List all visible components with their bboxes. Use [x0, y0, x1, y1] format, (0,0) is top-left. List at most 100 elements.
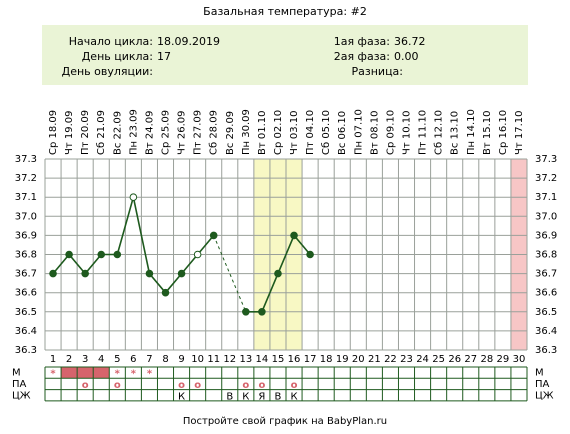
- temperature-point: [306, 250, 314, 259]
- row-cell: В: [226, 391, 233, 402]
- row-cell: *: [147, 369, 153, 380]
- temperature-point: [161, 288, 170, 297]
- temperature-point: [209, 231, 218, 240]
- row-cell: о: [194, 380, 201, 391]
- y-tick-label: 36.3: [535, 345, 557, 356]
- row-cell: К: [178, 391, 185, 402]
- x-tick-label: Ср 25.09: [161, 110, 172, 155]
- row-cell: *: [115, 369, 121, 380]
- temperature-point: [258, 308, 266, 316]
- row-cell: В: [275, 391, 282, 402]
- x-tick-label: Чт 10.10: [402, 111, 413, 156]
- day-number: 28: [480, 354, 493, 365]
- day-number: 25: [432, 354, 445, 365]
- day-number: 3: [82, 354, 88, 365]
- temperature-point: [65, 250, 73, 259]
- x-tick-label: Пн 07.10: [353, 109, 364, 155]
- row-cell: о: [114, 380, 121, 391]
- temperature-point: [113, 250, 122, 259]
- x-tick-label: Вс 29.09: [225, 111, 236, 155]
- day-number: 15: [272, 354, 285, 365]
- day-number: 29: [497, 354, 510, 365]
- temperature-point: [145, 269, 154, 278]
- day-number: 20: [352, 354, 365, 365]
- x-tick-label: Вс 06.10: [337, 111, 348, 155]
- row-cell: *: [131, 369, 137, 380]
- row-cell: *: [50, 369, 56, 380]
- day-number: 7: [146, 354, 152, 365]
- flow-cell: [93, 367, 110, 379]
- y-tick-label: 37.0: [15, 211, 37, 222]
- day-number: 11: [207, 354, 220, 365]
- day-number: 16: [288, 354, 301, 365]
- day-number: 24: [416, 354, 429, 365]
- day-number: 9: [178, 354, 184, 365]
- day-number: 1: [50, 354, 56, 365]
- y-tick-label: 37.1: [535, 192, 557, 203]
- flow-cell: [61, 367, 78, 379]
- x-tick-label: Пн 23.09: [128, 109, 139, 155]
- row-label: ЦЖ: [535, 390, 554, 401]
- x-tick-label: Вт 24.09: [144, 111, 155, 156]
- row-label: М: [535, 368, 544, 379]
- x-tick-label: Пт 27.09: [193, 110, 204, 155]
- temperature-point: [81, 269, 89, 278]
- y-tick-label: 36.7: [15, 269, 37, 280]
- row-label: ЦЖ: [12, 390, 31, 401]
- day-number: 30: [513, 354, 526, 365]
- y-tick-label: 36.4: [15, 326, 37, 337]
- x-tick-label: Пн 14.10: [466, 109, 477, 155]
- info-value: 18.09.2019: [157, 35, 220, 48]
- day-number: 8: [162, 354, 168, 365]
- x-tick-label: Ср 02.10: [273, 110, 284, 155]
- day-number: 2: [66, 354, 72, 365]
- x-tick-label: Пн 30.09: [241, 109, 252, 155]
- temperature-point: [193, 250, 202, 259]
- y-tick-label: 37.3: [535, 154, 557, 165]
- day-number: 12: [223, 354, 236, 365]
- day-number: 26: [448, 354, 461, 365]
- x-tick-label: Пт 04.10: [305, 110, 316, 155]
- row-cell: К: [290, 391, 297, 402]
- x-tick-label: Ср 18.09: [48, 110, 59, 155]
- info-box: [42, 25, 528, 85]
- day-number: 22: [384, 354, 397, 365]
- footer: Постройте свой график на BabyPlan.ru: [183, 416, 387, 427]
- y-tick-label: 36.5: [535, 307, 557, 318]
- y-tick-label: 36.6: [535, 288, 557, 299]
- temperature-point: [274, 269, 282, 278]
- y-tick-label: 37.2: [535, 173, 557, 184]
- row-label: ПА: [12, 379, 27, 390]
- info-value: 36.72: [394, 35, 426, 48]
- y-tick-label: 36.8: [15, 250, 37, 261]
- day-number: 14: [256, 354, 269, 365]
- row-cell: К: [242, 391, 249, 402]
- x-tick-label: Вт 01.10: [257, 111, 268, 156]
- x-tick-label: Чт 17.10: [514, 111, 525, 156]
- y-tick-label: 36.9: [535, 230, 557, 241]
- row-cell: Я: [258, 391, 265, 402]
- day-number: 19: [336, 354, 349, 365]
- day-number: 5: [114, 354, 120, 365]
- y-tick-label: 36.9: [15, 230, 37, 241]
- row-cell: о: [258, 380, 265, 391]
- x-tick-label: Чт 03.10: [289, 111, 300, 156]
- info-label: Разница:: [352, 65, 404, 78]
- x-tick-label: Чт 26.09: [177, 111, 188, 156]
- x-tick-label: Чт 19.09: [64, 111, 75, 156]
- x-tick-label: Сб 05.10: [321, 110, 332, 155]
- row-cell: о: [291, 380, 298, 391]
- y-tick-label: 37.2: [15, 173, 37, 184]
- y-tick-label: 36.3: [15, 345, 37, 356]
- info-label: 1ая фаза:: [334, 35, 390, 48]
- x-tick-label: Сб 21.09: [96, 110, 107, 155]
- temperature-point: [290, 231, 298, 240]
- x-tick-label: Сб 12.10: [434, 110, 445, 155]
- day-number: 4: [98, 354, 104, 365]
- temperature-point: [97, 250, 106, 259]
- row-cell: о: [82, 380, 89, 391]
- temperature-point: [49, 269, 57, 278]
- x-tick-label: Ср 16.10: [498, 110, 509, 155]
- temperature-point: [129, 193, 138, 201]
